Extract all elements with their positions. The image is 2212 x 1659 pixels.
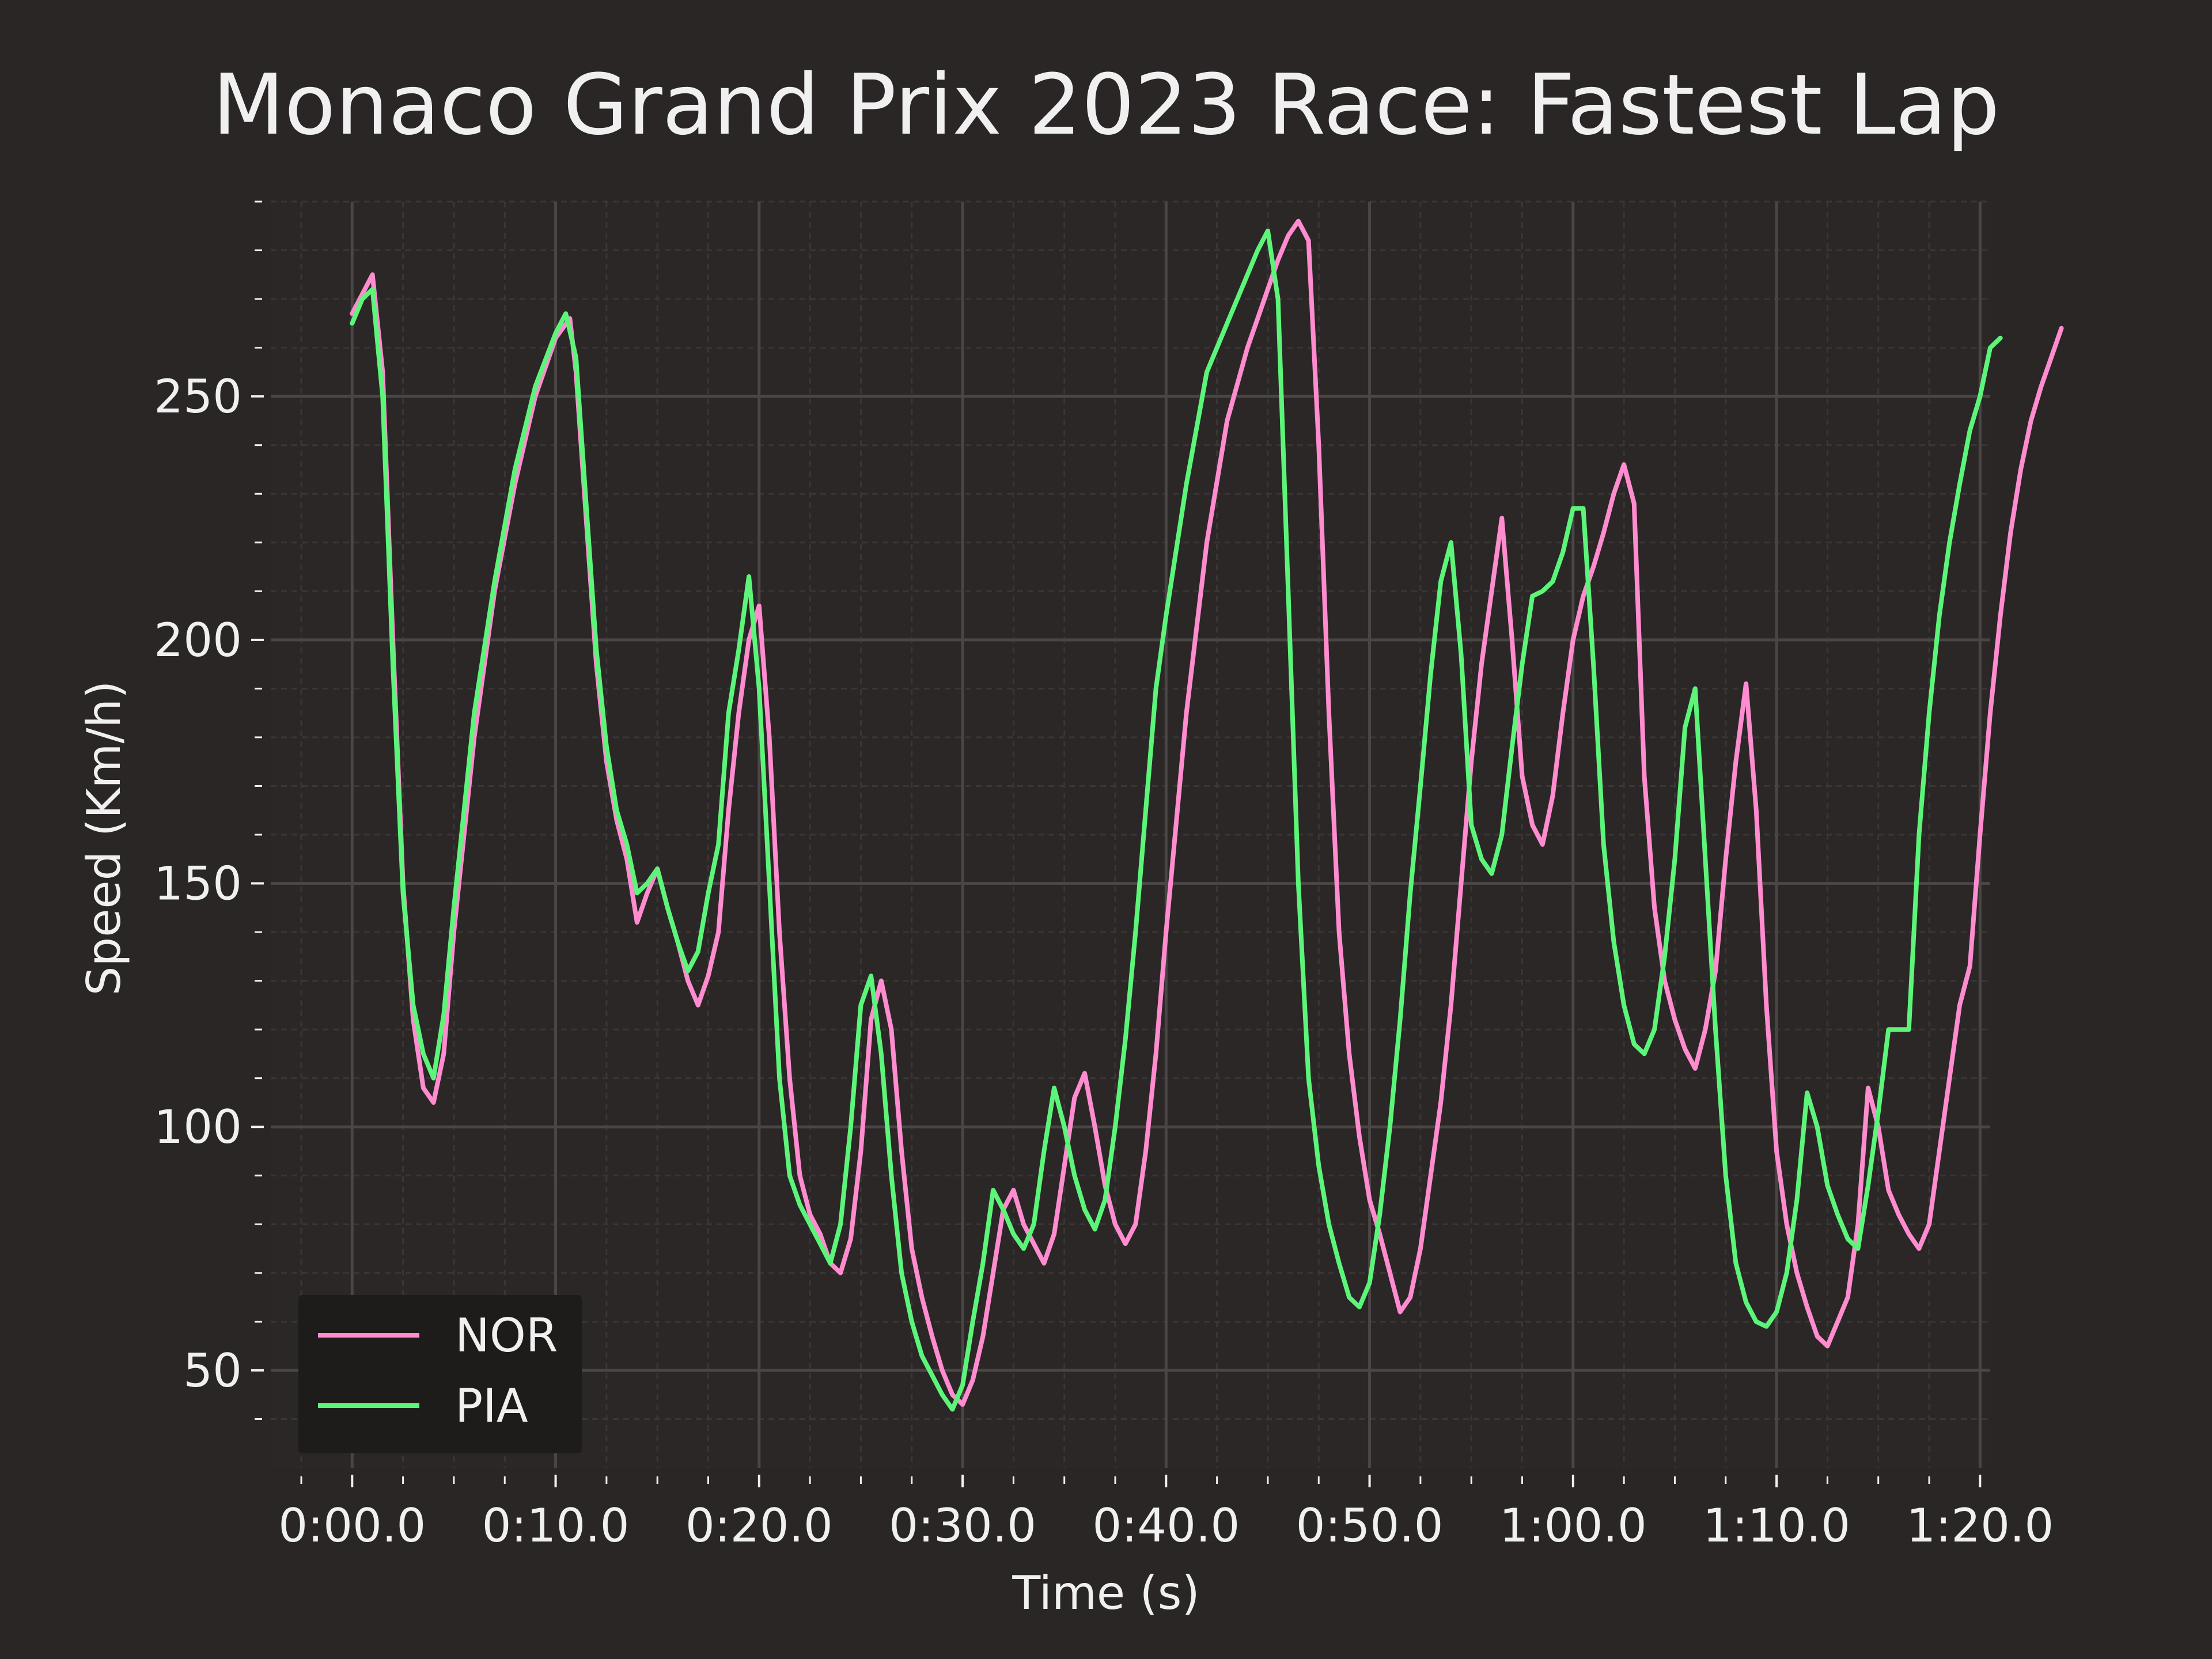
y-tick-label: 100: [154, 1100, 242, 1154]
x-tick-labels: 0:00.0 0:10.0 0:20.0 0:30.0 0:40.0 0:50.0 1:00…: [278, 1499, 2054, 1552]
y-tick-label: 200: [154, 613, 242, 667]
series-lines: [350, 218, 2064, 1412]
x-tick-label: 1:20.0: [1906, 1499, 2054, 1552]
chart-title: Monaco Grand Prix 2023 Race: Fastest Lap: [213, 56, 2000, 154]
major-grid: [271, 202, 1990, 1468]
x-tick-label: 0:50.0: [1296, 1499, 1444, 1552]
x-axis-label: Time (s): [1012, 1566, 1199, 1620]
legend: NOR PIA: [298, 1295, 582, 1453]
legend-label-pia: PIA: [455, 1379, 528, 1433]
y-tick-labels: 50 100 150 200 250: [154, 370, 242, 1397]
series-line-pia: [350, 228, 2003, 1412]
x-tick-label: 0:20.0: [685, 1499, 833, 1552]
x-tick-label: 0:40.0: [1092, 1499, 1240, 1552]
y-tick-label: 150: [154, 857, 242, 911]
legend-label-nor: NOR: [455, 1309, 558, 1362]
x-tick-label: 0:30.0: [889, 1499, 1036, 1552]
plot-fill: [271, 202, 1990, 1468]
y-tick-label: 50: [183, 1344, 242, 1397]
x-tick-label: 1:00.0: [1499, 1499, 1647, 1552]
y-tick-label: 250: [154, 370, 242, 423]
y-axis-label: Speed (Km/h): [77, 681, 131, 996]
x-tick-label: 1:10.0: [1703, 1499, 1850, 1552]
x-tick-label: 0:10.0: [482, 1499, 630, 1552]
axis-ticks: [251, 200, 1982, 1487]
x-tick-label: 0:00.0: [278, 1499, 426, 1552]
